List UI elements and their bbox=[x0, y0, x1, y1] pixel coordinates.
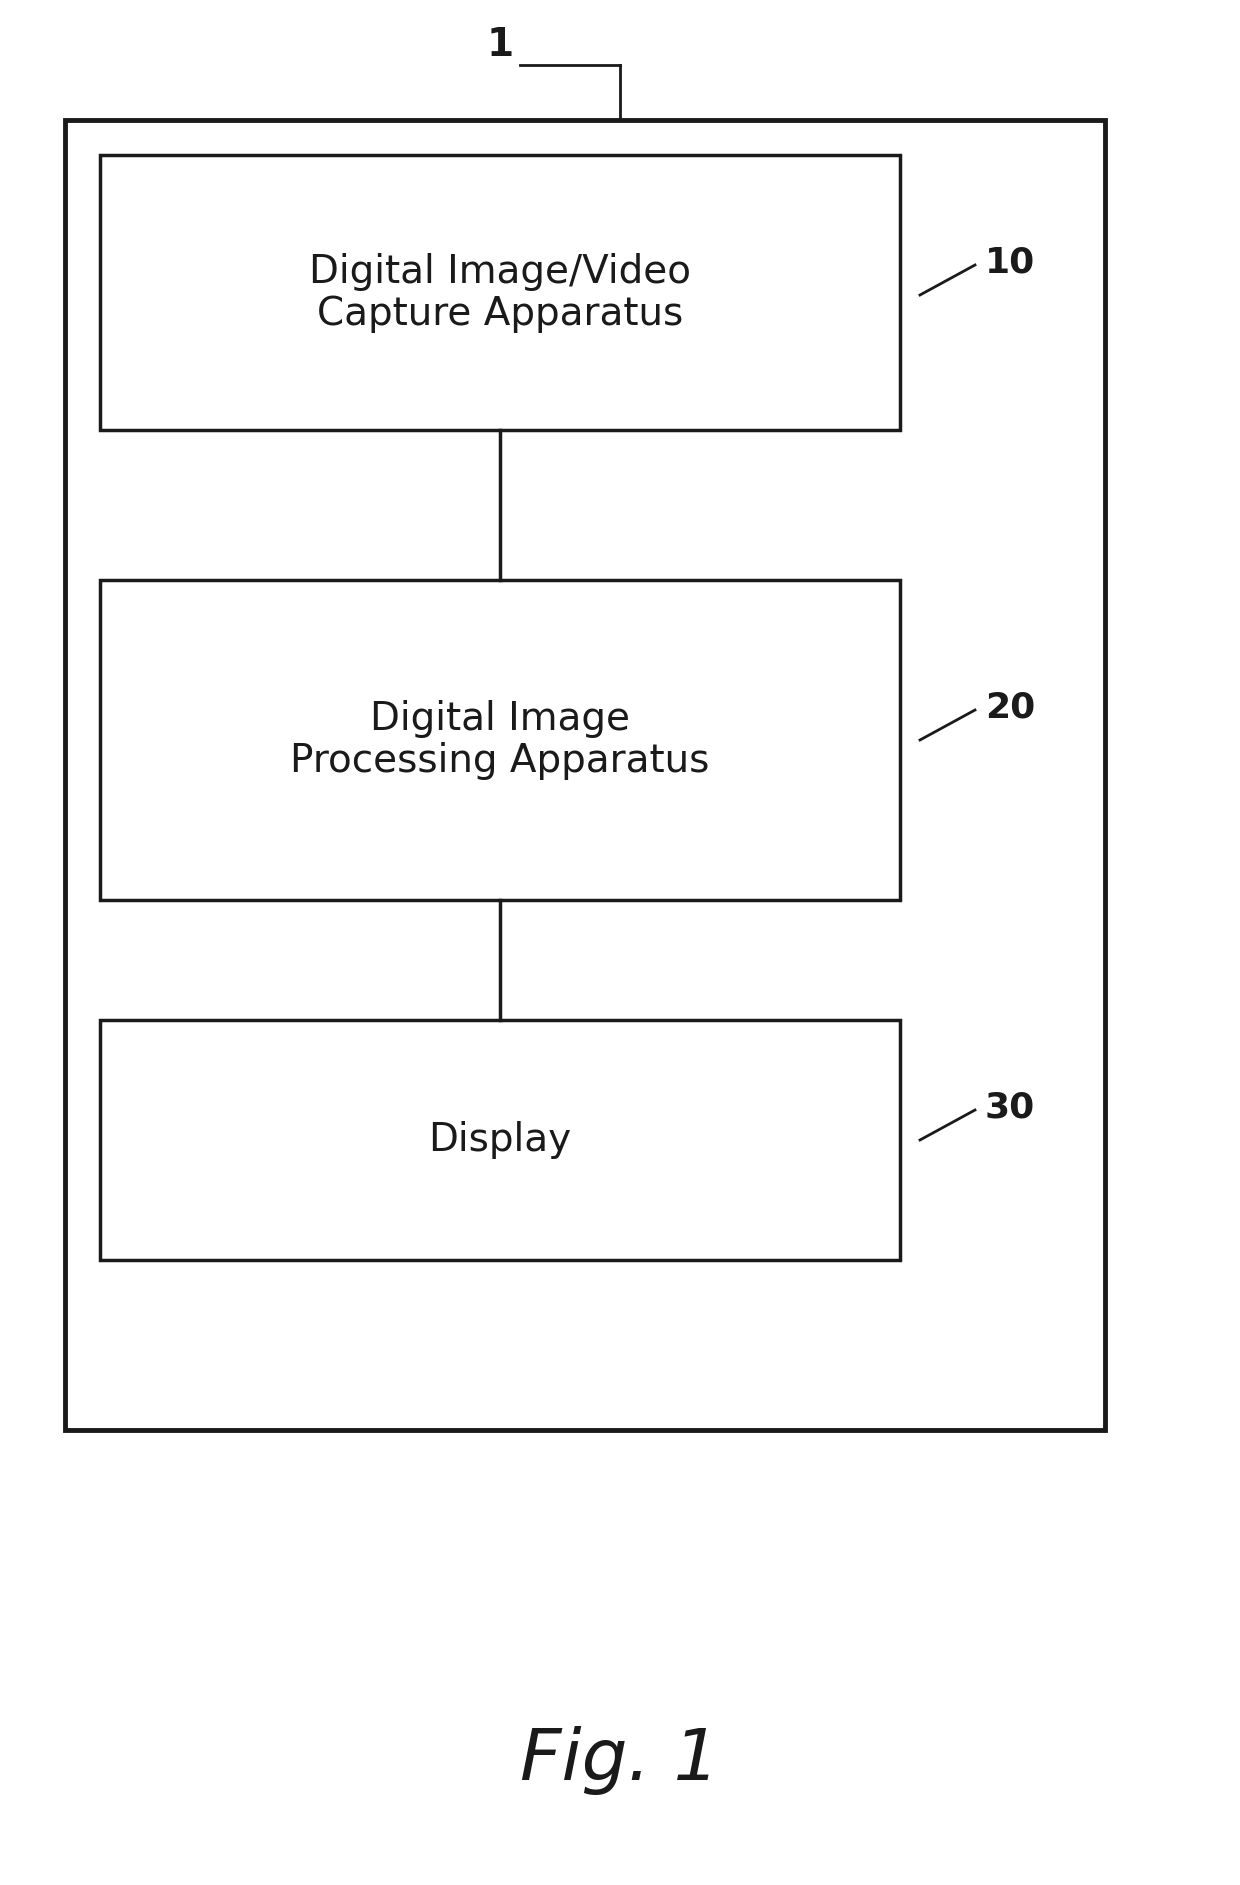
Bar bbox=[64, 121, 1105, 1431]
Text: Capture Apparatus: Capture Apparatus bbox=[317, 294, 683, 332]
Text: 10: 10 bbox=[985, 245, 1035, 279]
Text: Fig. 1: Fig. 1 bbox=[521, 1725, 719, 1795]
Text: 30: 30 bbox=[985, 1090, 1035, 1123]
Text: Digital Image: Digital Image bbox=[370, 699, 630, 739]
Text: Display: Display bbox=[429, 1122, 572, 1159]
Text: Digital Image/Video: Digital Image/Video bbox=[309, 253, 691, 290]
Bar bbox=[100, 1020, 900, 1259]
Text: 1: 1 bbox=[486, 26, 513, 64]
Text: Processing Apparatus: Processing Apparatus bbox=[290, 743, 709, 780]
Text: 20: 20 bbox=[985, 690, 1035, 724]
Bar bbox=[100, 155, 900, 430]
Bar bbox=[100, 581, 900, 899]
